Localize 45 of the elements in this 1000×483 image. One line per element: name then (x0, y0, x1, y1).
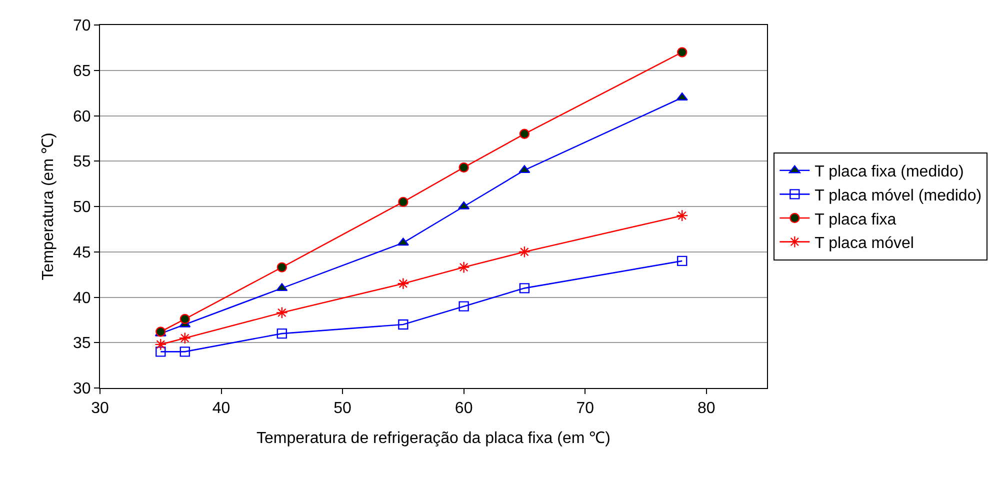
point (154, 338, 167, 350)
point (518, 246, 530, 258)
point (458, 261, 470, 274)
point (180, 314, 190, 324)
y-tick-label: 60 (73, 108, 91, 126)
legend-label: T placa móvel (medido) (814, 187, 982, 204)
y-tick-label: 55 (73, 154, 91, 171)
y-tick-label: 65 (73, 62, 91, 80)
point (180, 346, 190, 357)
point (156, 346, 166, 357)
y-axis-title: Temperatura (em ℃) (40, 132, 57, 280)
point (397, 238, 409, 246)
x-tick-label: 60 (454, 400, 473, 418)
point (178, 332, 191, 344)
point (398, 196, 408, 208)
point (458, 201, 470, 210)
point (276, 328, 288, 339)
x-tick-label: 70 (576, 400, 594, 418)
point (519, 128, 530, 139)
y-tick-label: 45 (73, 244, 91, 262)
y-tick-label: 40 (73, 290, 91, 307)
point (397, 278, 410, 290)
y-tick-label: 35 (73, 335, 91, 352)
point (677, 256, 688, 266)
legend-label: T placa móvel (814, 235, 914, 252)
x-tick-label: 30 (91, 400, 109, 418)
point (276, 283, 288, 292)
point (458, 301, 469, 312)
point (276, 306, 288, 319)
x-tick-label: 80 (697, 400, 716, 418)
y-tick-label: 70 (73, 18, 91, 35)
x-axis-title: Temperatura de refrigeração da placa fixa (em ℃) (256, 430, 610, 447)
point (676, 210, 688, 222)
point (276, 262, 288, 272)
point (458, 162, 469, 173)
x-tick-label: 40 (212, 400, 230, 418)
y-tick-label: 50 (73, 199, 91, 216)
y-tick-label: 30 (73, 380, 91, 398)
legend-label: T placa fixa (medido) (814, 164, 964, 181)
legend-label: T placa fixa (814, 211, 896, 228)
point (398, 319, 408, 330)
x-tick-label: 50 (334, 400, 352, 418)
point (677, 47, 688, 58)
point (518, 165, 530, 174)
point (519, 283, 530, 294)
